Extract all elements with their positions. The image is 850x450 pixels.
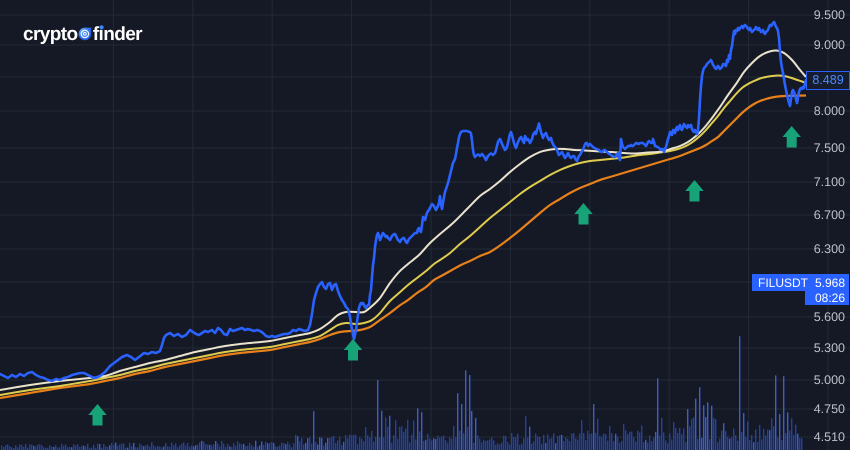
- svg-text:fınder: fınder: [93, 24, 143, 45]
- svg-text:6.700: 6.700: [814, 208, 845, 222]
- svg-text:6.300: 6.300: [814, 242, 845, 256]
- svg-text:7.100: 7.100: [814, 175, 845, 189]
- svg-text:5.000: 5.000: [814, 373, 845, 387]
- svg-text:4.750: 4.750: [814, 402, 845, 416]
- svg-text:8.000: 8.000: [814, 104, 845, 118]
- svg-text:5.300: 5.300: [814, 341, 845, 355]
- svg-text:9.000: 9.000: [814, 38, 845, 52]
- svg-text:5.600: 5.600: [814, 310, 845, 324]
- svg-text:9.500: 9.500: [814, 8, 845, 22]
- svg-text:7.500: 7.500: [814, 141, 845, 155]
- svg-text:crypto: crypto: [23, 24, 77, 45]
- svg-text:4.510: 4.510: [814, 430, 845, 444]
